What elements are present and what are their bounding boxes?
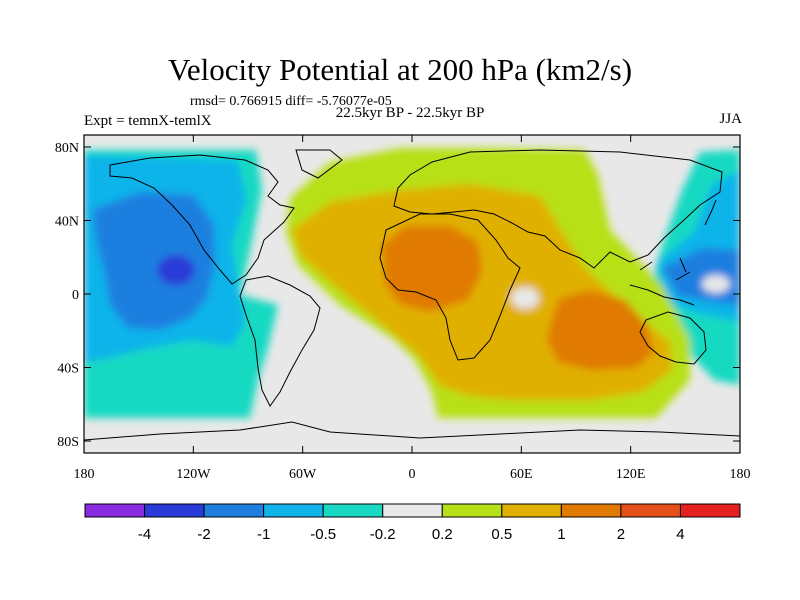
lon-tick-label: 120W — [176, 467, 211, 482]
colorbar-swatch — [84, 503, 146, 518]
lon-tick-label: 60E — [510, 467, 533, 482]
colorbar-swatch — [263, 503, 324, 518]
coast-indonesia — [629, 261, 695, 306]
map-title: Velocity Potential at 200 hPa (km2/s) — [167, 52, 633, 87]
contour-neg-2-west — [157, 255, 195, 285]
colorbar: -4 -2 -1 -0.5 -0.2 0.2 0.5 1 2 4 — [84, 503, 741, 543]
colorbar-swatch — [441, 503, 503, 518]
experiment-label: Expt = temnX-temlX — [84, 113, 212, 129]
coast-eurasia — [393, 149, 723, 269]
lat-tick-label: 80S — [57, 435, 79, 450]
lon-tick-label: 60W — [289, 467, 317, 482]
colorbar-label: -2 — [197, 526, 210, 543]
lon-tick-label: 180 — [730, 467, 751, 482]
contour-pos-1-africa — [382, 226, 482, 312]
colorbar-label: -0.5 — [310, 526, 336, 543]
coast-north-america — [109, 154, 295, 285]
lat-tick-label: 0 — [72, 288, 79, 303]
colorbar-label: 0.5 — [491, 526, 512, 543]
contour-neg-1-west — [92, 192, 215, 330]
longitude-axis: 180 120W 60W 0 60E 120E 180 — [74, 135, 751, 482]
lon-tick-label: 180 — [74, 467, 95, 482]
colorbar-swatch — [501, 503, 562, 518]
contour-pos-1-indian — [547, 290, 654, 370]
coast-australia — [639, 311, 707, 365]
velocity-potential-field — [84, 135, 740, 453]
colorbar-label: -1 — [257, 526, 270, 543]
colorbar-label: -4 — [138, 526, 151, 543]
period-label: 22.5kyr BP - 22.5kyr BP — [335, 105, 485, 121]
contour-pos-neutral-center — [511, 287, 539, 309]
coast-japan-philippines — [679, 199, 717, 273]
colorbar-swatch — [144, 503, 205, 518]
colorbar-swatch — [560, 503, 622, 518]
colorbar-swatch — [620, 503, 681, 518]
colorbar-label: 4 — [676, 526, 684, 543]
lon-tick-label: 0 — [409, 467, 416, 482]
coast-antarctica — [84, 421, 740, 441]
lat-tick-label: 40N — [55, 215, 79, 230]
lat-tick-label: 80N — [55, 141, 79, 156]
colorbar-label: 2 — [617, 526, 625, 543]
season-label: JJA — [719, 111, 742, 127]
colorbar-swatch — [679, 503, 741, 518]
lon-tick-label: 120E — [616, 467, 646, 482]
coastlines — [84, 149, 740, 441]
lat-tick-label: 40S — [57, 362, 79, 377]
coast-greenland — [295, 149, 343, 179]
colorbar-label: 1 — [557, 526, 565, 543]
colorbar-label: -0.2 — [370, 526, 396, 543]
colorbar-swatch — [382, 503, 443, 518]
coast-africa — [379, 213, 521, 361]
stats-label: rmsd= 0.766915 diff= -5.76077e-05 — [190, 94, 392, 109]
colorbar-label: 0.2 — [432, 526, 453, 543]
colorbar-swatch — [322, 503, 384, 518]
coast-south-america — [239, 275, 321, 407]
colorbar-swatch — [203, 503, 265, 518]
latitude-axis: 80N 40N 0 40S 80S — [55, 141, 740, 450]
contour-neg-neutral-east — [702, 275, 730, 293]
